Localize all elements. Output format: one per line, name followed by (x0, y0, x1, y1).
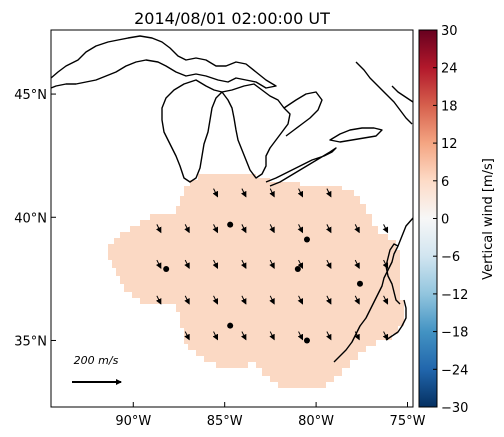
lake-michigan-shore (161, 79, 223, 183)
wind-vector (354, 331, 360, 341)
station-marker (227, 322, 234, 329)
wind-vector (212, 295, 218, 305)
wind-vector (269, 295, 275, 305)
colorbar-tick-label: 30 (441, 24, 458, 39)
colorbar-label: Vertical wind [m/s] (481, 158, 496, 280)
lat-tick-label: 35°N (14, 334, 47, 349)
map-title: 2014/08/01 02:00:00 UT (134, 9, 330, 28)
colorbar-tick-label: −24 (441, 363, 468, 378)
coastlines (51, 35, 413, 363)
wind-vector (297, 188, 304, 198)
wind-vector (155, 259, 162, 269)
colorbar-tick-label: 0 (441, 213, 449, 228)
colorbar: 30 24 18 12 6 0 −6 −12 −18 −24 −30 Vertical wind [… (418, 24, 496, 416)
lake-superior-shore (51, 35, 277, 89)
wind-vector (297, 224, 304, 234)
wind-vector (354, 224, 360, 234)
wind-vector (269, 331, 275, 341)
wind-vector (325, 259, 332, 269)
georgian-bay-shore (283, 91, 323, 137)
wind-vector (212, 224, 218, 234)
wind-vector (325, 295, 332, 305)
wind-vector (240, 259, 247, 269)
longitude-axis: 90°W 85°W 80°W 75°W (115, 402, 426, 429)
colorbar-tick-label: −6 (441, 250, 460, 265)
colorbar-tick-label: −12 (441, 288, 468, 303)
lat-tick-label: 40°N (14, 211, 47, 226)
wind-vector (212, 259, 218, 269)
latitude-axis: 45°N 40°N 35°N (14, 88, 56, 349)
wind-vector (269, 259, 275, 269)
wind-vector (184, 224, 190, 234)
wind-vector (240, 295, 247, 305)
reference-vector: 200 m/s (72, 354, 122, 385)
lon-tick-label: 90°W (115, 414, 151, 429)
station-marker (303, 236, 310, 243)
wind-vector (382, 331, 389, 341)
lake-erie-shore (265, 147, 337, 187)
wind-vector (297, 331, 304, 341)
wind-vector (184, 295, 190, 305)
wind-vector (155, 295, 162, 305)
ottawa-shore (391, 85, 413, 103)
wind-vector (240, 188, 247, 198)
lon-tick-label: 80°W (298, 414, 334, 429)
wind-vector (240, 331, 247, 341)
wind-vector (382, 224, 389, 234)
wind-vector (155, 224, 162, 234)
station-marker (227, 221, 234, 228)
station-marker (163, 266, 170, 273)
wind-vector (240, 224, 247, 234)
wind-vector (297, 259, 304, 269)
st-lawrence-shore (355, 61, 413, 125)
station-marker (356, 280, 363, 287)
wind-vector (354, 259, 360, 269)
map-area: 200 m/s (51, 30, 413, 407)
wind-vector (212, 331, 218, 341)
colorbar-tick-label: 24 (441, 62, 458, 77)
colorbar-tick-label: 18 (441, 99, 458, 114)
colorbar-tick-label: −18 (441, 326, 468, 341)
wind-vector (325, 188, 332, 198)
station-markers (163, 221, 363, 344)
chesapeake-bay-shore (385, 243, 401, 305)
colorbar-ticks: 30 24 18 12 6 0 −6 −12 −18 −24 −30 (433, 24, 468, 416)
lon-tick-label: 85°W (207, 414, 243, 429)
wind-vector (325, 224, 332, 234)
station-marker (303, 337, 310, 344)
colorbar-tick-label: 6 (441, 175, 449, 190)
station-marker (294, 266, 301, 273)
map-frame (50, 29, 414, 408)
lat-tick-label: 45°N (14, 88, 47, 103)
wind-vector (269, 188, 275, 198)
wind-vector (269, 224, 275, 234)
wind-vector (325, 331, 332, 341)
wind-vector (354, 295, 360, 305)
wind-vector (184, 331, 190, 341)
colorbar-tick-label: −30 (441, 401, 468, 416)
wind-vector (382, 295, 389, 305)
colorbar-tick-label: 12 (441, 137, 458, 152)
wind-vector (212, 188, 218, 198)
wind-vectors (155, 188, 389, 341)
lake-ontario-shore (329, 127, 383, 143)
outer-banks-shore (385, 299, 407, 341)
wind-vector (382, 259, 389, 269)
lake-huron-shore (221, 83, 291, 179)
reference-vector-label: 200 m/s (74, 354, 119, 367)
wind-vector (297, 295, 304, 305)
wind-vector (184, 259, 190, 269)
lon-tick-label: 75°W (390, 414, 426, 429)
